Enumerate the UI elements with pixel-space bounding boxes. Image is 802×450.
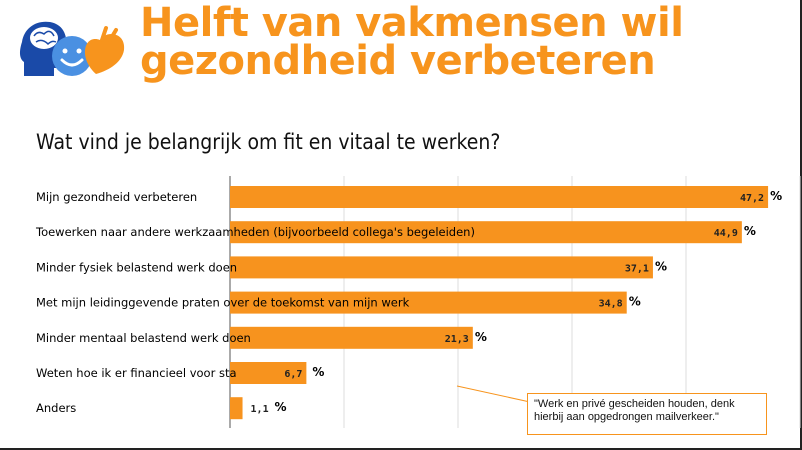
chart-title: Wat vind je belangrijk om fit en vitaal … [36,130,501,154]
value-label: 1,1 [251,404,269,415]
value-label: 47,2 [740,193,764,204]
heart-icon [84,34,125,74]
smiley-icon [52,36,92,76]
value-label: 44,9 [714,228,738,239]
category-label: Anders [36,401,76,415]
value-label: 21,3 [445,334,469,345]
page-title: Helft van vakmensen wil gezondheid verbe… [140,0,684,84]
unit-label: % [744,224,756,238]
unit-label: % [275,400,287,414]
unit-label: % [629,295,641,309]
head-smiley-heart-logo [20,21,125,76]
bar [230,221,742,244]
bar [230,186,769,208]
category-label: Weten hoe ik er financieel voor sta [36,366,237,380]
category-label: Minder fysiek belastend werk doen [36,260,237,274]
category-label: Mijn gezondheid verbeteren [36,190,197,204]
bar [230,256,653,279]
bar [230,291,627,314]
value-label: 6,7 [284,369,302,380]
value-label: 37,1 [625,263,649,274]
unit-label: % [655,259,667,273]
unit-label: % [475,330,487,344]
category-label: Met mijn leidinggevende praten over de t… [36,296,410,310]
unit-label: % [312,365,324,379]
callout-connector [456,385,531,403]
quote-callout: "Werk en privé gescheiden houden, denk h… [527,393,767,435]
bar [230,397,243,420]
unit-label: % [770,189,782,203]
category-label: Toewerken naar andere werkzaamheden (bij… [35,225,475,239]
bar [230,362,307,384]
category-label: Minder mentaal belastend werk doen [36,331,251,345]
bar [230,326,473,349]
value-label: 34,8 [599,299,623,310]
